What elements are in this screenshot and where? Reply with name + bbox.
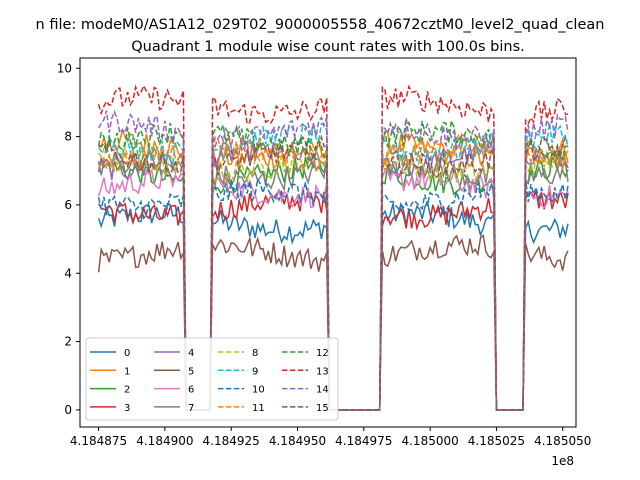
legend-label-10: 10 — [252, 385, 265, 396]
legend-label-1: 1 — [124, 366, 130, 377]
x-offset-label: 1e8 — [551, 454, 574, 468]
axes: 4.184875 4.184900 4.184925 4.184950 4.184975… — [57, 61, 592, 448]
legend-label-5: 5 — [188, 366, 194, 377]
legend-label-11: 11 — [252, 403, 265, 414]
y-tick-label: 0 — [64, 403, 72, 417]
legend-box — [85, 337, 339, 421]
x-tick-label: 4.184900 — [136, 434, 193, 448]
legend-label-0: 0 — [124, 348, 130, 359]
legend-label-8: 8 — [252, 348, 258, 359]
x-tick-label: 4.184975 — [335, 434, 392, 448]
plot-frame — [79, 57, 577, 428]
x-tick-label: 4.185025 — [468, 434, 525, 448]
x-tick-label: 4.185000 — [401, 434, 458, 448]
legend-label-2: 2 — [124, 385, 130, 396]
legend-label-4: 4 — [188, 348, 194, 359]
y-tick-label: 6 — [64, 198, 72, 212]
legend-label-7: 7 — [188, 403, 194, 414]
x-tick-label: 4.185050 — [534, 434, 591, 448]
y-tick-label: 4 — [64, 266, 72, 280]
legend-label-15: 15 — [316, 403, 329, 414]
legend-label-3: 3 — [124, 403, 130, 414]
legend-label-9: 9 — [252, 366, 258, 377]
legend-label-14: 14 — [316, 385, 329, 396]
y-tick-label: 8 — [64, 130, 72, 144]
series-line-10 — [97, 176, 569, 411]
x-tick-label: 4.184950 — [269, 434, 326, 448]
x-tick-label: 4.184925 — [203, 434, 260, 448]
series-line-13 — [97, 84, 569, 411]
legend-label-12: 12 — [316, 348, 329, 359]
legend-label-6: 6 — [188, 385, 194, 396]
y-tick-label: 10 — [57, 61, 72, 75]
legend-label-13: 13 — [316, 366, 329, 377]
y-tick-label: 2 — [64, 335, 72, 349]
file-title: n file: modeM0/AS1A12_029T02_9000005558_… — [36, 17, 605, 33]
series-line-15 — [98, 134, 569, 411]
x-tick-label: 4.184875 — [70, 434, 127, 448]
chart-title: Quadrant 1 module wise count rates with … — [131, 39, 525, 55]
